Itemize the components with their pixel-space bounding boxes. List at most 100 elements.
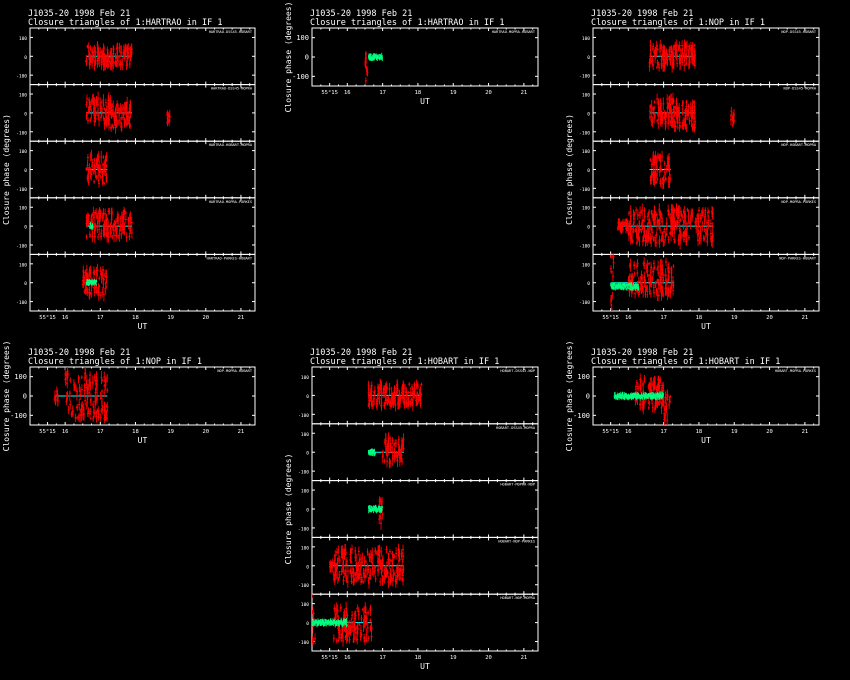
y-tick-label: 0 bbox=[587, 55, 590, 61]
panel: 100 0 -100 NOP-MOPRA-PARKES bbox=[579, 197, 820, 255]
y-tick-label: 0 bbox=[24, 111, 27, 117]
x-tick-label: 19 bbox=[450, 90, 457, 96]
y-tick-label: -100 bbox=[298, 413, 309, 419]
x-tick-label: 21 bbox=[802, 315, 809, 321]
panel: 100 0 -100 NOP-DSS45-HOBART bbox=[579, 27, 820, 86]
y-tick-label: -100 bbox=[16, 243, 27, 249]
y-tick-label: 100 bbox=[296, 34, 309, 42]
triangle-label: NOP-MOPRA-HOBART bbox=[217, 369, 252, 373]
panel: 100 0 -100 HARTRAO-HOBART-MOPRA bbox=[16, 140, 256, 199]
triangle-label: HARTRAO-MOPRA-PARKES bbox=[209, 200, 252, 204]
y-tick-label: 100 bbox=[19, 93, 27, 99]
triangle-label: HARTRAO-DSS45-MOPRA bbox=[211, 87, 253, 91]
y-tick-label: -100 bbox=[298, 470, 309, 476]
chart-title: J1035-20 1998 Feb 21 bbox=[591, 9, 693, 19]
panel-data bbox=[85, 206, 133, 244]
triangle-label: HARTRAO-MOPRA-HOBART bbox=[492, 30, 536, 34]
triangle-label: NOP-MOPRA-PARKES bbox=[781, 200, 816, 204]
x-tick-label: 18 bbox=[132, 315, 139, 321]
y-tick-label: 0 bbox=[24, 281, 27, 287]
chart-subtitle: Closure triangles of 1:HARTRAO in IF 1 bbox=[310, 18, 504, 28]
y-tick-label: 0 bbox=[587, 111, 590, 117]
y-tick-label: 100 bbox=[19, 149, 27, 155]
x-tick-label: 21 bbox=[238, 315, 245, 321]
triangle-label: HOBART-MOPRA-NOP bbox=[500, 483, 535, 487]
panel-data bbox=[368, 432, 405, 469]
panel: 100 0 -100 HARTRAO-DSS45-HOBART bbox=[16, 27, 256, 86]
x-tick-label: 16 bbox=[62, 429, 69, 435]
x-tick-label: 20 bbox=[202, 315, 209, 321]
y-tick-label: 100 bbox=[582, 36, 590, 42]
y-tick-label: 0 bbox=[306, 394, 309, 400]
panel-frame bbox=[29, 84, 256, 142]
panel-frame bbox=[311, 27, 539, 87]
panel-frame bbox=[29, 197, 256, 255]
panel-frame bbox=[311, 480, 539, 538]
y-tick-label: -100 bbox=[579, 243, 590, 249]
panel: 100 0 -100 NOP-HOBART-MOPRA bbox=[579, 140, 820, 199]
x-tick-label: 55°15 bbox=[39, 429, 56, 435]
y-tick-label: 0 bbox=[24, 225, 27, 231]
x-tick-label: 17 bbox=[660, 315, 667, 321]
triangle-label: HOBART-DSS45-MOPRA bbox=[496, 426, 536, 430]
y-tick-label: 100 bbox=[582, 93, 590, 99]
y-tick-label: 100 bbox=[582, 149, 590, 155]
panel-data bbox=[85, 40, 133, 72]
panel: 100 0 -100 HOBART-MOPRA-NOP bbox=[298, 480, 539, 538]
chart-subtitle: Closure triangles of 1:NOP in IF 1 bbox=[28, 357, 202, 367]
panel: 100 0 -100 NOP-PARKES-HOBART bbox=[579, 253, 820, 312]
y-axis-label: Closure phase (degrees) bbox=[284, 2, 293, 113]
y-tick-label: 100 bbox=[582, 262, 590, 268]
x-tick-label: 20 bbox=[766, 315, 773, 321]
panel-data bbox=[85, 91, 171, 134]
y-tick-label: -100 bbox=[16, 130, 27, 136]
triangle-label: HOBART-DSS45-NOP bbox=[500, 369, 535, 373]
x-tick-label: 19 bbox=[731, 315, 738, 321]
triangle-label: NOP-DSS45-MOPRA bbox=[784, 87, 817, 91]
panel-frame bbox=[592, 84, 820, 142]
panel-data bbox=[616, 203, 714, 250]
x-tick-label: 18 bbox=[696, 315, 703, 321]
panel-frame bbox=[29, 253, 256, 312]
y-tick-label: 0 bbox=[306, 508, 309, 514]
x-tick-label: 55°15 bbox=[602, 315, 619, 321]
y-tick-label: 100 bbox=[582, 206, 590, 212]
panel-data bbox=[648, 92, 736, 133]
x-tick-label: 21 bbox=[521, 90, 528, 96]
panel: 100 0 -100 NOP-MOPRA-HOBART bbox=[10, 366, 256, 426]
y-axis-label: Closure phase (degrees) bbox=[284, 454, 293, 565]
panel-frame bbox=[592, 140, 820, 199]
triangle-label: NOP-HOBART-MOPRA bbox=[781, 143, 816, 147]
chart-subtitle: Closure triangles of 1:HOBART in IF 1 bbox=[310, 357, 499, 367]
panel-frame bbox=[29, 27, 256, 86]
x-tick-label: 19 bbox=[167, 315, 174, 321]
triangle-label: HARTRAO-HOBART-MOPRA bbox=[209, 143, 253, 147]
triangle-label: NOP-PARKES-HOBART bbox=[779, 256, 817, 260]
y-tick-label: 0 bbox=[306, 451, 309, 457]
y-tick-label: -100 bbox=[10, 412, 27, 420]
x-tick-label: 18 bbox=[415, 90, 422, 96]
chart-subtitle: Closure triangles of 1:HARTRAO in IF 1 bbox=[28, 18, 222, 28]
x-tick-label: 21 bbox=[238, 429, 245, 435]
x-axis-label: UT bbox=[420, 97, 430, 106]
x-tick-label: 18 bbox=[132, 429, 139, 435]
triangle-label: NOP-DSS45-HOBART bbox=[781, 30, 816, 34]
y-tick-label: 0 bbox=[24, 168, 27, 174]
panel: 100 0 -100 HARTRAO-DSS45-MOPRA bbox=[16, 84, 256, 142]
x-tick-label: 16 bbox=[62, 315, 69, 321]
panel: 100 0 -100 HARTRAO-PARKES-HOBART bbox=[16, 253, 256, 312]
panel-data bbox=[609, 254, 675, 311]
y-axis-label: Closure phase (degrees) bbox=[2, 114, 11, 225]
x-tick-label: 17 bbox=[97, 429, 104, 435]
panel-data bbox=[649, 150, 672, 190]
y-tick-label: -100 bbox=[579, 300, 590, 306]
y-tick-label: 0 bbox=[587, 225, 590, 231]
triangle-label: HARTRAO-DSS45-HOBART bbox=[209, 30, 253, 34]
chart-title: J1035-20 1998 Feb 21 bbox=[28, 348, 130, 358]
y-tick-label: 100 bbox=[301, 375, 309, 381]
chart-title: J1035-20 1998 Feb 21 bbox=[310, 348, 412, 358]
